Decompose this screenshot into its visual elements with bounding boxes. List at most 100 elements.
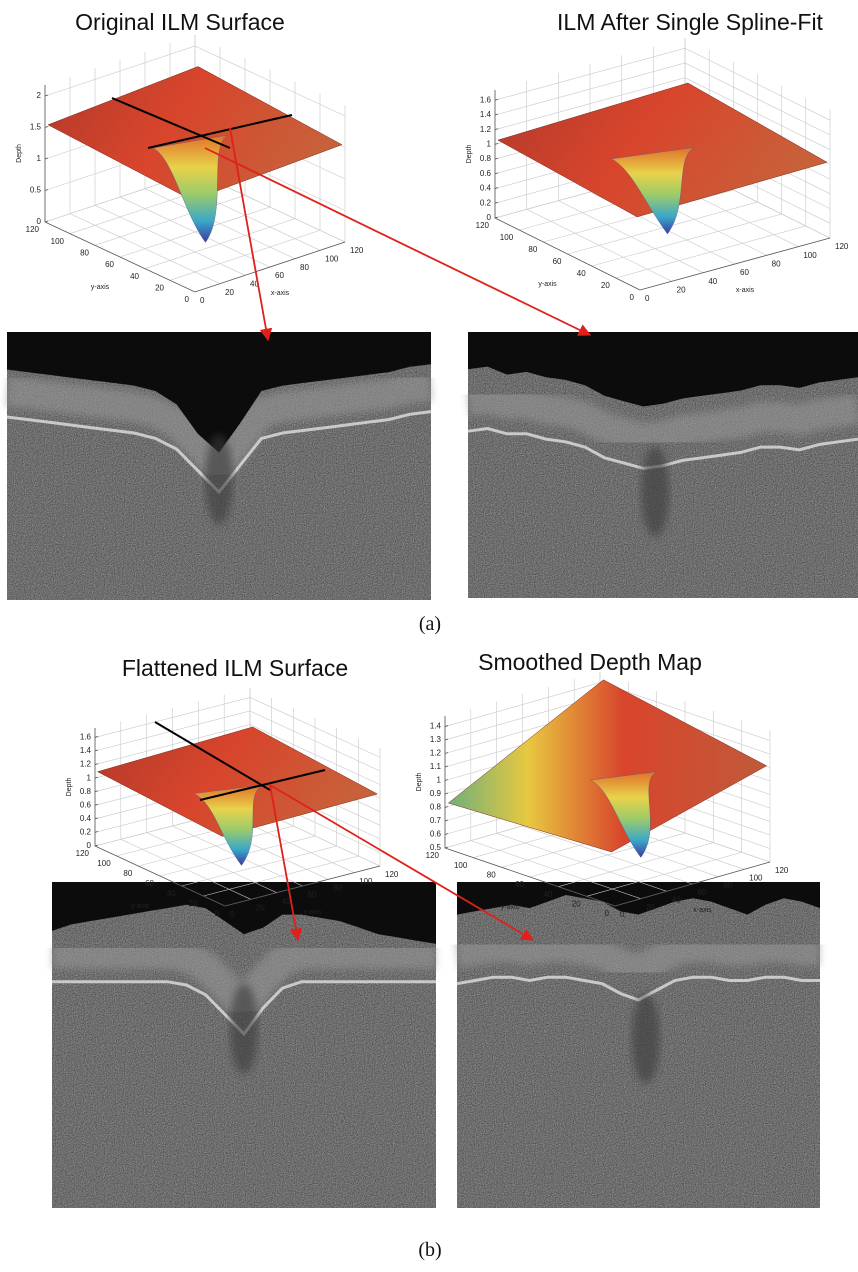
tick-mark (45, 189, 48, 190)
x-tick-label: 100 (803, 251, 817, 260)
tick-mark (95, 764, 98, 765)
z-tick-label: 1.4 (80, 746, 92, 755)
z-tick-label: 0.6 (430, 830, 442, 839)
y-tick-label: 60 (553, 257, 562, 266)
tick-mark (495, 217, 498, 218)
y-tick-label: 60 (145, 879, 154, 888)
z-tick-label: 1.4 (430, 722, 442, 731)
x-tick-label: 60 (308, 890, 317, 899)
z-axis-label: Depth (66, 778, 73, 797)
z-tick-label: 0.5 (30, 186, 42, 195)
cup-shadow (632, 993, 660, 1083)
x-tick-label: 120 (775, 866, 789, 875)
x-axis-label: x-axis (303, 909, 322, 916)
x-tick-label: 40 (708, 277, 717, 286)
panel-title: ILM After Single Spline-Fit (557, 9, 824, 35)
tick-mark (445, 820, 448, 821)
tick-mark (45, 158, 48, 159)
tick-mark (495, 114, 498, 115)
y-tick-label: 100 (454, 861, 468, 870)
z-tick-label: 1 (87, 773, 92, 782)
y-tick-label: 120 (426, 851, 440, 860)
x-axis-label: x-axis (693, 907, 712, 914)
x-tick-label: 20 (677, 285, 686, 294)
tick-mark (445, 780, 448, 781)
x-tick-label: 0 (645, 294, 650, 303)
y-tick-label: 60 (105, 260, 114, 269)
y-tick-label: 60 (515, 880, 524, 889)
z-tick-label: 0.6 (80, 800, 92, 809)
z-tick-label: 1.1 (430, 762, 442, 771)
surface-plot: ILM After Single Spline-Fit00.20.40.60.8… (466, 9, 849, 303)
tick-mark (495, 129, 498, 130)
z-tick-label: 0.7 (430, 816, 442, 825)
tick-mark (445, 834, 448, 835)
tick-mark (445, 753, 448, 754)
y-tick-label: 20 (188, 899, 197, 908)
y-tick-label: 0 (630, 293, 635, 302)
y-tick-label: 40 (167, 889, 176, 898)
x-tick-label: 80 (333, 883, 342, 892)
tick-mark (95, 791, 98, 792)
tick-mark (95, 818, 98, 819)
figure: Original ILM Surface00.511.5202040608010… (0, 0, 858, 1272)
cup-shadow (205, 434, 233, 524)
oct-image (52, 882, 436, 1208)
cup-shadow (230, 984, 258, 1074)
x-tick-label: 120 (835, 242, 849, 251)
tick-mark (495, 188, 498, 189)
tick-mark (495, 202, 498, 203)
tick-mark (95, 750, 98, 751)
tick-mark (445, 766, 448, 767)
y-tick-label: 120 (76, 849, 90, 858)
z-tick-label: 1 (37, 154, 42, 163)
y-tick-label: 80 (123, 869, 132, 878)
caption: (b) (418, 1239, 441, 1261)
panel-title: Original ILM Surface (75, 9, 285, 35)
tick-mark (495, 173, 498, 174)
x-tick-label: 80 (300, 263, 309, 272)
surface-funnel (153, 135, 228, 242)
tick-mark (45, 95, 48, 96)
tick-mark (495, 158, 498, 159)
z-tick-label: 0.8 (80, 787, 92, 796)
z-tick-label: 1.6 (80, 733, 92, 742)
y-tick-label: 80 (80, 248, 89, 257)
tick-mark (95, 777, 98, 778)
x-tick-label: 100 (749, 873, 763, 882)
z-tick-label: 0.2 (480, 198, 492, 207)
oct-image (457, 882, 820, 1208)
x-tick-label: 120 (350, 246, 364, 255)
x-tick-label: 60 (275, 271, 284, 280)
tick-mark (445, 726, 448, 727)
x-tick-label: 20 (646, 903, 655, 912)
y-axis-label: y-axis (538, 281, 557, 288)
surface-plot: Original ILM Surface00.511.5202040608010… (16, 9, 364, 305)
y-tick-label: 120 (26, 225, 40, 234)
z-tick-label: 0.9 (430, 789, 442, 798)
y-tick-label: 20 (155, 283, 164, 292)
z-tick-label: 1 (487, 140, 492, 149)
surface-plot: Flattened ILM Surface00.20.40.60.811.21.… (66, 655, 399, 919)
z-tick-label: 1.4 (480, 110, 492, 119)
tick-mark (45, 126, 48, 127)
z-tick-label: 1 (437, 776, 442, 785)
z-tick-label: 1.2 (430, 749, 442, 758)
y-axis-label: y-axis (91, 284, 110, 291)
y-tick-label: 100 (500, 233, 514, 242)
y-tick-label: 80 (528, 245, 537, 254)
panel-title: Smoothed Depth Map (478, 649, 702, 675)
tick-mark (45, 221, 48, 222)
x-tick-label: 0 (200, 296, 205, 305)
tick-mark (95, 804, 98, 805)
panel-title: Flattened ILM Surface (122, 655, 348, 681)
z-tick-label: 0.4 (80, 814, 92, 823)
y-tick-label: 40 (543, 890, 552, 899)
y-tick-label: 0 (185, 295, 190, 304)
z-tick-label: 0.6 (480, 169, 492, 178)
x-tick-label: 80 (723, 881, 732, 890)
x-tick-label: 100 (359, 877, 373, 886)
z-tick-label: 0.8 (430, 803, 442, 812)
x-axis-label: x-axis (271, 290, 290, 297)
cup-shadow (641, 447, 669, 537)
